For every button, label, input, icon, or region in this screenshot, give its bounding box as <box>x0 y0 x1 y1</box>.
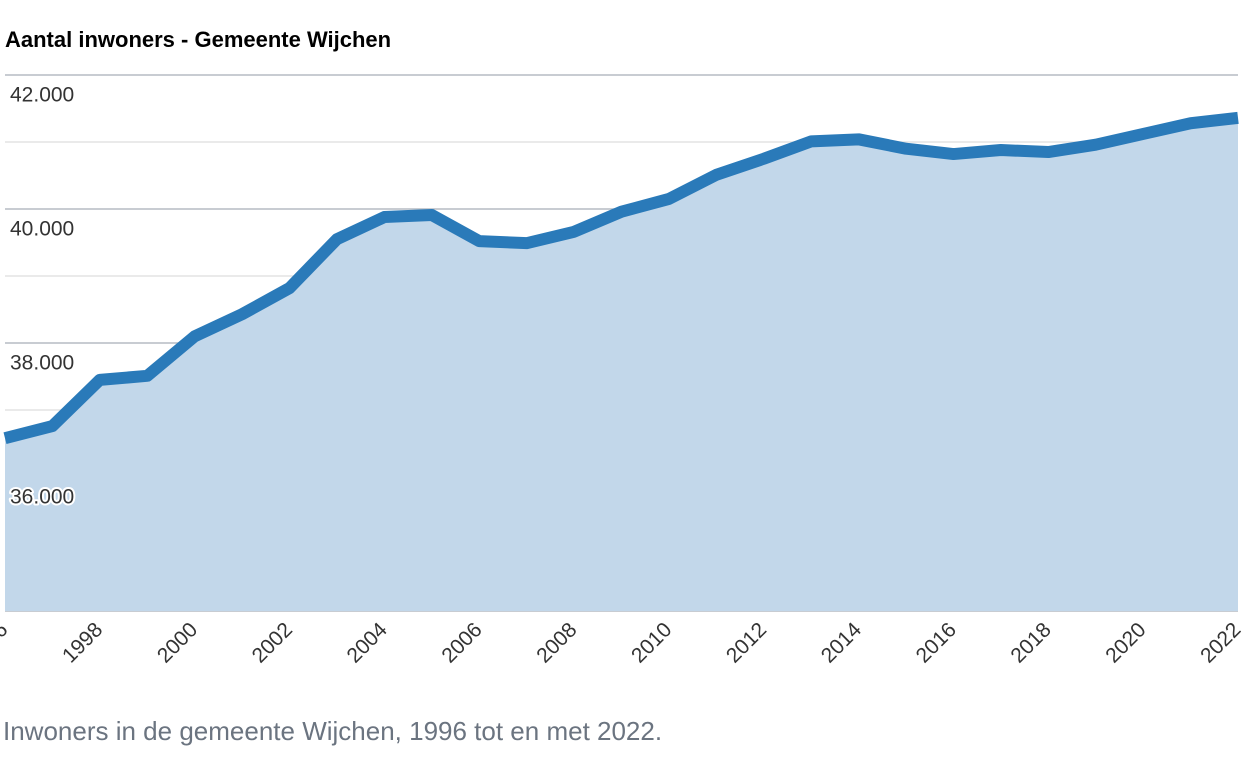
y-tick-label: 40.000 <box>10 218 74 241</box>
line <box>3 111 1239 444</box>
x-tick-label: 2006 <box>437 618 486 667</box>
x-tick-label: 2020 <box>1101 618 1150 667</box>
y-tick-label: 38.000 <box>10 352 74 375</box>
x-tick-label: 2004 <box>343 618 393 668</box>
y-tick-label: 42.000 <box>10 84 74 107</box>
x-tick-label: 1996 <box>0 618 12 667</box>
x-tick-label: 2014 <box>817 618 867 668</box>
x-tick-label: 2000 <box>153 618 202 667</box>
x-tick-label: 2016 <box>912 618 961 667</box>
x-tick-label: 2002 <box>248 618 297 667</box>
x-tick-label: 1998 <box>58 618 107 667</box>
y-tick-label: 36.000 <box>10 486 74 509</box>
x-tick-label: 2018 <box>1006 618 1055 667</box>
x-tick-label: 2012 <box>722 618 771 667</box>
x-tick-label: 2022 <box>1196 618 1245 667</box>
caption: Inwoners in de gemeente Wijchen, 1996 to… <box>3 716 662 746</box>
x-tick-label: 2010 <box>627 618 676 667</box>
x-tick-label: 2008 <box>532 618 581 667</box>
x-labels: 1996 1998 2000 2002 2004 2006 2008 2010 2012 2014… <box>0 618 1245 668</box>
area <box>5 117 1238 611</box>
chart-title: Aantal inwoners - Gemeente Wijchen <box>5 27 391 52</box>
